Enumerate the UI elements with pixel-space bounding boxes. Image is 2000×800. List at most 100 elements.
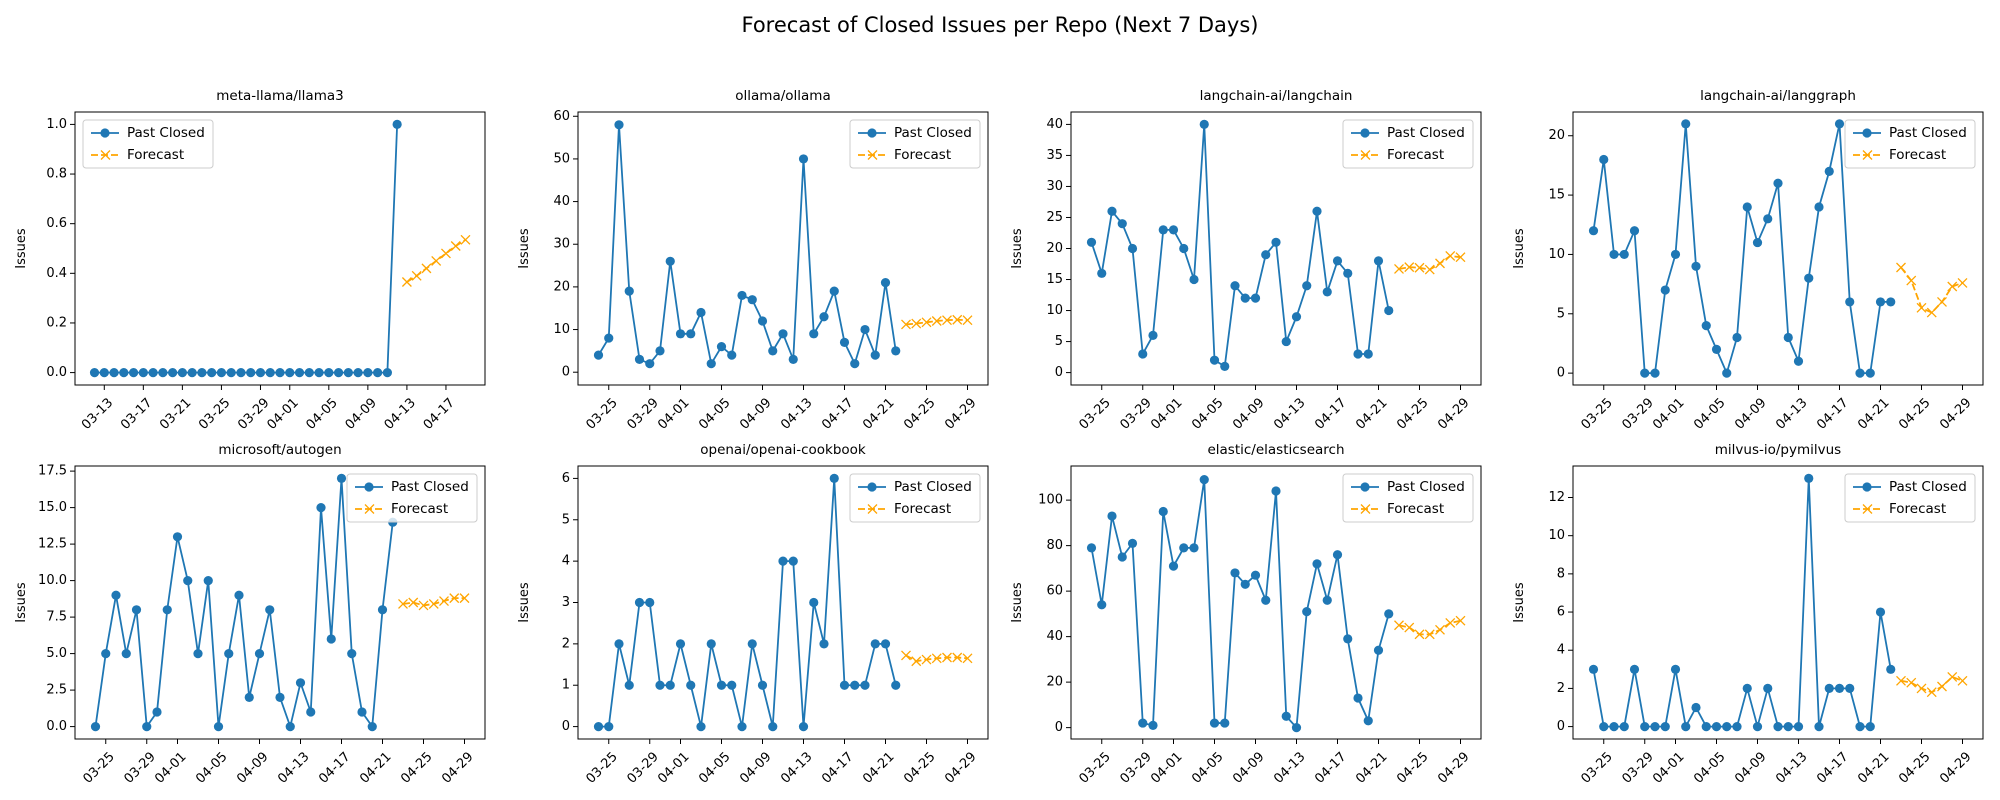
point-marker bbox=[357, 707, 367, 717]
forecast-marker bbox=[1394, 620, 1404, 631]
point-marker bbox=[162, 605, 172, 615]
point-marker bbox=[1373, 645, 1384, 655]
forecast-marker bbox=[450, 241, 461, 251]
y-tick-label: 35 bbox=[1046, 148, 1063, 163]
y-tick-label: 0 bbox=[1557, 719, 1565, 734]
point-marker bbox=[207, 367, 217, 378]
point-marker bbox=[377, 605, 388, 615]
point-marker bbox=[1711, 721, 1722, 732]
point-marker bbox=[285, 367, 295, 378]
point-marker bbox=[1886, 297, 1896, 307]
axes-frame bbox=[74, 111, 486, 386]
legend-marker bbox=[1862, 504, 1873, 514]
point-marker bbox=[757, 680, 768, 690]
point-marker bbox=[1599, 721, 1609, 732]
point-marker bbox=[809, 329, 819, 339]
point-marker bbox=[1322, 287, 1332, 297]
legend-marker bbox=[867, 150, 878, 160]
point-marker bbox=[1609, 721, 1619, 732]
forecast-marker bbox=[449, 593, 460, 604]
point-marker bbox=[1691, 702, 1701, 713]
point-marker bbox=[1097, 268, 1107, 278]
y-tick-label: 0 bbox=[1055, 720, 1063, 735]
point-marker bbox=[1793, 721, 1804, 732]
point-marker bbox=[1588, 664, 1599, 674]
point-marker bbox=[1599, 154, 1609, 165]
legend-marker bbox=[100, 128, 110, 138]
point-marker bbox=[336, 473, 347, 484]
forecast-marker bbox=[1394, 264, 1404, 274]
point-marker bbox=[706, 639, 716, 649]
point-marker bbox=[246, 367, 256, 378]
point-marker bbox=[373, 367, 383, 378]
point-marker bbox=[891, 346, 901, 356]
point-marker bbox=[1189, 274, 1199, 285]
point-marker bbox=[1722, 368, 1732, 378]
point-marker bbox=[1158, 225, 1168, 235]
y-axis-label: Issues bbox=[1512, 228, 1527, 269]
point-marker bbox=[1107, 206, 1117, 216]
point-marker bbox=[768, 721, 778, 732]
point-marker bbox=[1322, 595, 1332, 605]
point-marker bbox=[1353, 693, 1363, 703]
point-marker bbox=[1650, 721, 1660, 732]
y-axis-label: Issues bbox=[1512, 582, 1527, 623]
point-marker bbox=[363, 367, 373, 378]
point-marker bbox=[593, 350, 604, 360]
point-marker bbox=[1640, 368, 1650, 378]
legend-box bbox=[1844, 119, 1976, 169]
y-axis-label: Issues bbox=[1010, 582, 1025, 623]
y-tick-label: 10.0 bbox=[38, 573, 67, 588]
y-tick-label: 0.0 bbox=[46, 719, 67, 734]
point-marker bbox=[275, 367, 285, 378]
point-marker bbox=[1281, 711, 1291, 721]
point-marker bbox=[1250, 293, 1261, 303]
point-marker bbox=[89, 367, 100, 378]
y-tick-label: 2 bbox=[1557, 681, 1565, 696]
forecast-marker bbox=[1414, 262, 1425, 273]
point-marker bbox=[1343, 634, 1353, 644]
point-marker bbox=[275, 692, 285, 702]
forecast-marker bbox=[421, 263, 432, 274]
point-marker bbox=[1783, 332, 1793, 343]
legend-label: Past Closed bbox=[391, 479, 469, 495]
axes-frame bbox=[1070, 465, 1482, 740]
point-marker bbox=[224, 648, 234, 659]
forecast-marker bbox=[1926, 687, 1937, 698]
point-marker bbox=[747, 295, 757, 305]
forecast-marker bbox=[1926, 307, 1937, 318]
point-marker bbox=[829, 473, 839, 484]
forecast-marker bbox=[460, 234, 471, 245]
legend-label: Forecast bbox=[1387, 147, 1444, 163]
point-marker bbox=[1332, 256, 1343, 266]
legend-label: Past Closed bbox=[894, 479, 972, 495]
point-marker bbox=[216, 367, 227, 378]
legend-label: Forecast bbox=[1889, 147, 1946, 163]
point-marker bbox=[880, 278, 891, 288]
point-marker bbox=[316, 503, 326, 513]
forecast-marker bbox=[440, 248, 451, 259]
point-marker bbox=[798, 154, 809, 164]
y-tick-label: 30 bbox=[553, 237, 570, 252]
point-marker bbox=[119, 367, 129, 378]
forecast-marker bbox=[398, 599, 408, 609]
legend-label: Past Closed bbox=[894, 125, 972, 141]
point-marker bbox=[1209, 718, 1220, 728]
point-marker bbox=[747, 639, 757, 649]
point-marker bbox=[1711, 344, 1722, 354]
point-marker bbox=[1209, 355, 1220, 365]
forecast-marker bbox=[1906, 677, 1917, 688]
legend-marker bbox=[1360, 482, 1370, 492]
point-marker bbox=[1127, 243, 1138, 254]
axes-frame bbox=[1572, 111, 1984, 386]
point-marker bbox=[1722, 721, 1732, 732]
point-marker bbox=[128, 367, 139, 378]
point-marker bbox=[1271, 237, 1281, 247]
forecast-marker bbox=[952, 652, 963, 663]
point-marker bbox=[382, 367, 392, 378]
point-marker bbox=[1179, 543, 1189, 553]
point-marker bbox=[1086, 237, 1097, 247]
point-marker bbox=[1271, 486, 1281, 496]
subplot-title: meta-llama/llama3 bbox=[216, 88, 343, 104]
y-tick-label: 2 bbox=[562, 636, 570, 651]
